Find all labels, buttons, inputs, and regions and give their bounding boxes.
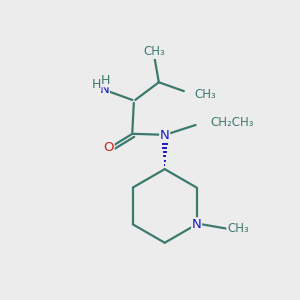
Text: CH₃: CH₃ <box>227 222 249 235</box>
Text: H: H <box>101 74 110 87</box>
Text: H: H <box>92 78 101 91</box>
Text: CH₃: CH₃ <box>194 88 216 100</box>
Text: O: O <box>103 141 114 154</box>
Text: N: N <box>160 129 169 142</box>
Text: CH₃: CH₃ <box>143 45 165 58</box>
Text: CH₂CH₃: CH₂CH₃ <box>210 116 254 128</box>
Text: N: N <box>192 218 202 231</box>
Text: N: N <box>100 83 109 96</box>
